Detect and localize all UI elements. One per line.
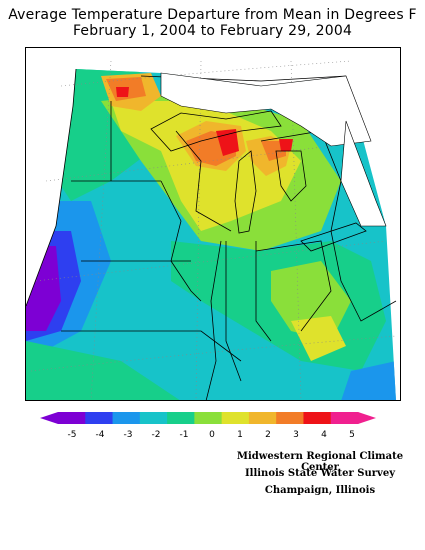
legend-tick-label: 1 [237, 430, 243, 440]
legend-tick-label: -3 [124, 430, 133, 440]
legend-swatch [276, 412, 304, 424]
legend-swatch [221, 412, 250, 424]
legend-swatch [112, 412, 141, 424]
legend-swatch [194, 412, 223, 424]
legend-color-bar [40, 412, 376, 424]
legend-swatch [139, 412, 168, 424]
legend-swatch [167, 412, 195, 424]
legend-tick-label: 0 [209, 430, 215, 440]
legend-swatch [330, 412, 359, 424]
legend-arrow-high [358, 412, 376, 424]
legend-tick-label: -5 [68, 430, 77, 440]
legend-tick-label: 2 [265, 430, 271, 440]
legend-tick-label: -4 [96, 430, 105, 440]
legend-tick-labels: -5 -4 -3 -2 -1 0 1 2 3 4 5 [68, 430, 355, 440]
temperature-departure-map [25, 47, 401, 401]
canada-no-data-region [160, 72, 372, 147]
legend-tick-label: -2 [152, 430, 161, 440]
legend-tick-label: 3 [293, 430, 299, 440]
credit-line2: Illinois State Water Survey [244, 468, 396, 479]
legend-tick-label: 4 [321, 430, 327, 440]
legend-tick-label: -1 [180, 430, 189, 440]
color-legend: -5 -4 -3 -2 -1 0 1 2 3 4 5 [40, 412, 376, 440]
legend-swatch [58, 412, 86, 424]
legend-arrow-low [40, 412, 58, 424]
state-boundaries [26, 68, 397, 400]
map-title-line1: Average Temperature Departure from Mean … [8, 7, 417, 23]
ontario-no-data-region [340, 120, 387, 227]
legend-swatch [303, 412, 332, 424]
credit-line1: Midwestern Regional Climate Center [236, 451, 404, 473]
legend-swatch [85, 412, 114, 424]
map-title-line2: February 1, 2004 to February 29, 2004 [72, 23, 353, 39]
legend-tick-label: 5 [349, 430, 355, 440]
credit-line3: Champaign, Illinois [264, 485, 376, 496]
legend-swatch [248, 412, 277, 424]
